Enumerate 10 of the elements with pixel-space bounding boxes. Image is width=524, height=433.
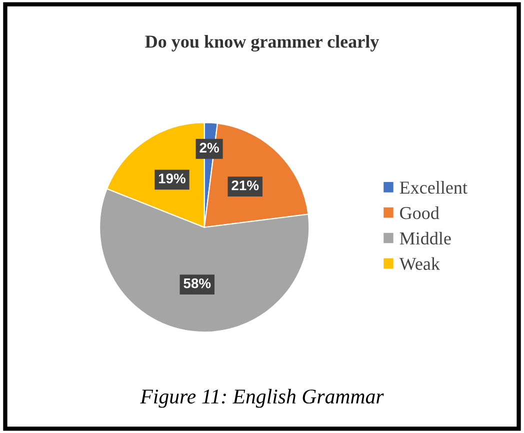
- legend-label: Good: [400, 206, 440, 220]
- data-label: 58%: [184, 278, 211, 288]
- caption: Figure 11: English Grammar: [140, 388, 384, 408]
- legend-label: Middle: [400, 232, 451, 245]
- data-label: 19%: [158, 174, 186, 184]
- legend-label: Weak: [399, 257, 440, 270]
- chart-title: Do you know grammer clearly: [145, 35, 380, 52]
- legend-label: Excellent: [400, 181, 468, 194]
- data-label: 2%: [200, 142, 219, 153]
- data-label: 21%: [232, 180, 259, 190]
